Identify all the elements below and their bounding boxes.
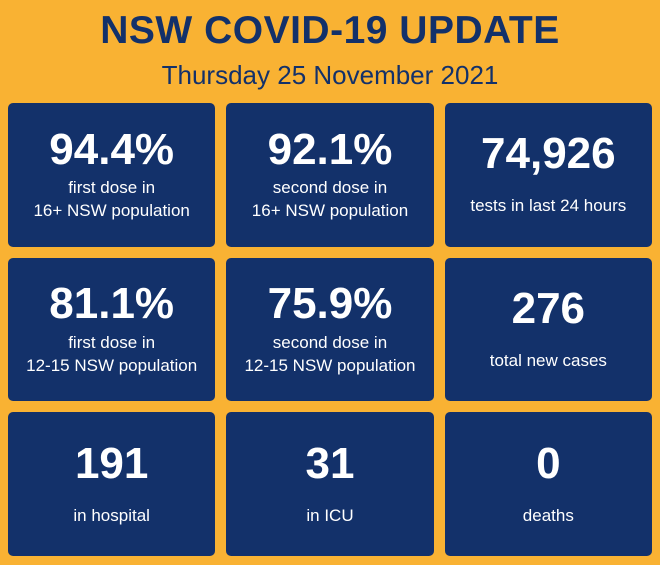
stats-grid: 94.4% first dose in 16+ NSW population 9… xyxy=(8,102,652,556)
stat-tile-second-dose-12-15: 75.9% second dose in 12-15 NSW populatio… xyxy=(226,257,434,402)
stat-value: 81.1% xyxy=(49,279,175,329)
stat-value: 0 xyxy=(536,438,561,488)
stat-value: 191 xyxy=(74,438,149,488)
stat-tile-in-hospital: 191 in hospital xyxy=(8,412,216,556)
header: NSW COVID-19 UPDATE Thursday 25 November… xyxy=(8,8,652,103)
stat-label: in ICU xyxy=(306,505,354,525)
stat-tile-tests-24h: 74,926 tests in last 24 hours xyxy=(444,102,652,247)
stat-tile-second-dose-16plus: 92.1% second dose in 16+ NSW population xyxy=(226,102,434,247)
report-date: Thursday 25 November 2021 xyxy=(161,59,499,90)
stat-tile-new-cases: 276 total new cases xyxy=(444,257,652,402)
stat-tile-first-dose-12-15: 81.1% first dose in 12-15 NSW population xyxy=(8,257,216,402)
stat-tile-first-dose-16plus: 94.4% first dose in 16+ NSW population xyxy=(8,102,216,247)
stat-tile-in-icu: 31 in ICU xyxy=(226,412,434,556)
stat-label: first dose in xyxy=(68,332,156,352)
stat-label: second dose in xyxy=(272,332,388,352)
page-title: NSW COVID-19 UPDATE xyxy=(100,9,560,52)
stat-label: 12-15 NSW population xyxy=(26,355,198,375)
stat-value: 92.1% xyxy=(267,124,393,174)
stat-value: 31 xyxy=(305,438,355,488)
stat-value: 75.9% xyxy=(267,279,393,329)
stat-label: total new cases xyxy=(489,351,607,371)
stat-tile-deaths: 0 deaths xyxy=(444,412,652,556)
stat-value: 276 xyxy=(511,283,586,333)
stat-label: second dose in xyxy=(272,177,388,197)
stat-label: 16+ NSW population xyxy=(251,200,409,220)
stat-label: 16+ NSW population xyxy=(33,200,190,220)
stat-label: deaths xyxy=(522,505,574,525)
stat-value: 74,926 xyxy=(481,129,616,179)
stat-label: in hospital xyxy=(73,505,150,525)
stat-label: first dose in xyxy=(68,177,156,197)
stat-label: 12-15 NSW population xyxy=(244,355,416,375)
stat-value: 94.4% xyxy=(49,124,175,174)
stat-label: tests in last 24 hours xyxy=(470,196,627,216)
